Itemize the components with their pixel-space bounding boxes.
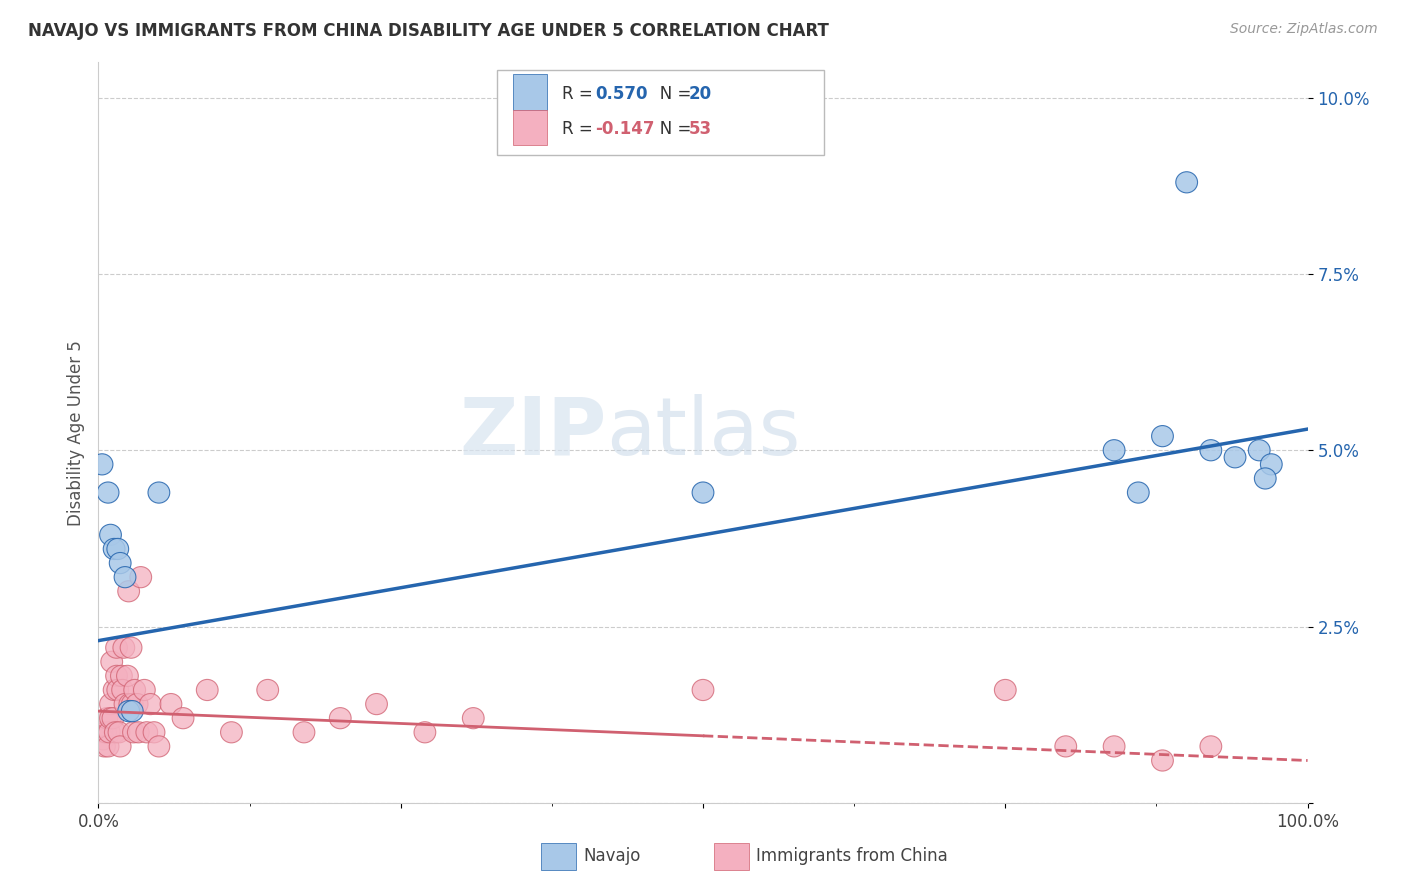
Ellipse shape — [463, 707, 484, 729]
Ellipse shape — [94, 736, 115, 757]
Ellipse shape — [97, 736, 120, 757]
Ellipse shape — [366, 693, 388, 714]
Ellipse shape — [98, 722, 120, 743]
Ellipse shape — [143, 722, 165, 743]
Ellipse shape — [129, 566, 152, 588]
Ellipse shape — [197, 680, 218, 700]
Ellipse shape — [107, 680, 129, 700]
Ellipse shape — [107, 539, 129, 559]
FancyBboxPatch shape — [498, 70, 824, 155]
Ellipse shape — [91, 722, 112, 743]
Ellipse shape — [97, 482, 120, 503]
Ellipse shape — [100, 524, 121, 545]
Ellipse shape — [329, 707, 352, 729]
Ellipse shape — [1199, 736, 1222, 757]
Ellipse shape — [111, 665, 132, 687]
Ellipse shape — [110, 552, 131, 574]
Ellipse shape — [118, 700, 139, 722]
Ellipse shape — [1104, 736, 1125, 757]
Ellipse shape — [1104, 440, 1125, 461]
Ellipse shape — [1152, 750, 1174, 771]
Ellipse shape — [1254, 468, 1277, 489]
Ellipse shape — [105, 637, 128, 658]
Text: R =: R = — [561, 85, 598, 103]
Ellipse shape — [105, 665, 128, 687]
Ellipse shape — [1199, 440, 1222, 461]
Ellipse shape — [100, 707, 121, 729]
Text: 20: 20 — [689, 85, 711, 103]
Ellipse shape — [1054, 736, 1077, 757]
Ellipse shape — [121, 693, 143, 714]
Ellipse shape — [117, 665, 138, 687]
Ellipse shape — [108, 722, 129, 743]
Ellipse shape — [122, 722, 145, 743]
Text: 0.570: 0.570 — [595, 85, 648, 103]
Ellipse shape — [172, 707, 194, 729]
Ellipse shape — [127, 693, 148, 714]
Ellipse shape — [112, 637, 135, 658]
Text: N =: N = — [644, 120, 696, 138]
Ellipse shape — [134, 680, 155, 700]
FancyBboxPatch shape — [513, 110, 547, 145]
Ellipse shape — [1152, 425, 1174, 447]
Ellipse shape — [94, 722, 117, 743]
Ellipse shape — [91, 454, 112, 475]
Ellipse shape — [121, 700, 143, 722]
Text: Source: ZipAtlas.com: Source: ZipAtlas.com — [1230, 22, 1378, 37]
Text: ZIP: ZIP — [458, 393, 606, 472]
Ellipse shape — [120, 637, 142, 658]
Ellipse shape — [100, 693, 121, 714]
Ellipse shape — [120, 693, 141, 714]
Ellipse shape — [103, 707, 124, 729]
Ellipse shape — [136, 722, 157, 743]
Ellipse shape — [160, 693, 181, 714]
Ellipse shape — [101, 651, 122, 673]
Ellipse shape — [148, 736, 170, 757]
Ellipse shape — [128, 722, 149, 743]
Ellipse shape — [1260, 454, 1282, 475]
Text: NAVAJO VS IMMIGRANTS FROM CHINA DISABILITY AGE UNDER 5 CORRELATION CHART: NAVAJO VS IMMIGRANTS FROM CHINA DISABILI… — [28, 22, 830, 40]
Text: R =: R = — [561, 120, 598, 138]
Text: N =: N = — [644, 85, 696, 103]
Text: Navajo: Navajo — [583, 847, 641, 865]
Text: -0.147: -0.147 — [595, 120, 655, 138]
Ellipse shape — [118, 581, 139, 602]
Ellipse shape — [148, 482, 170, 503]
FancyBboxPatch shape — [513, 74, 547, 110]
Ellipse shape — [103, 680, 125, 700]
Ellipse shape — [114, 693, 136, 714]
Ellipse shape — [114, 566, 136, 588]
Ellipse shape — [111, 680, 134, 700]
Ellipse shape — [1225, 447, 1246, 468]
Ellipse shape — [1175, 172, 1198, 193]
Ellipse shape — [1249, 440, 1270, 461]
Ellipse shape — [413, 722, 436, 743]
Ellipse shape — [124, 680, 146, 700]
Text: Immigrants from China: Immigrants from China — [756, 847, 948, 865]
Ellipse shape — [104, 722, 127, 743]
Text: atlas: atlas — [606, 393, 800, 472]
Ellipse shape — [103, 539, 125, 559]
Ellipse shape — [257, 680, 278, 700]
Ellipse shape — [692, 482, 714, 503]
Text: 53: 53 — [689, 120, 711, 138]
Ellipse shape — [292, 722, 315, 743]
Ellipse shape — [692, 680, 714, 700]
Ellipse shape — [96, 707, 118, 729]
Ellipse shape — [93, 729, 114, 750]
Ellipse shape — [110, 736, 131, 757]
Ellipse shape — [1128, 482, 1149, 503]
Ellipse shape — [994, 680, 1017, 700]
Ellipse shape — [221, 722, 242, 743]
Y-axis label: Disability Age Under 5: Disability Age Under 5 — [66, 340, 84, 525]
Ellipse shape — [139, 693, 162, 714]
